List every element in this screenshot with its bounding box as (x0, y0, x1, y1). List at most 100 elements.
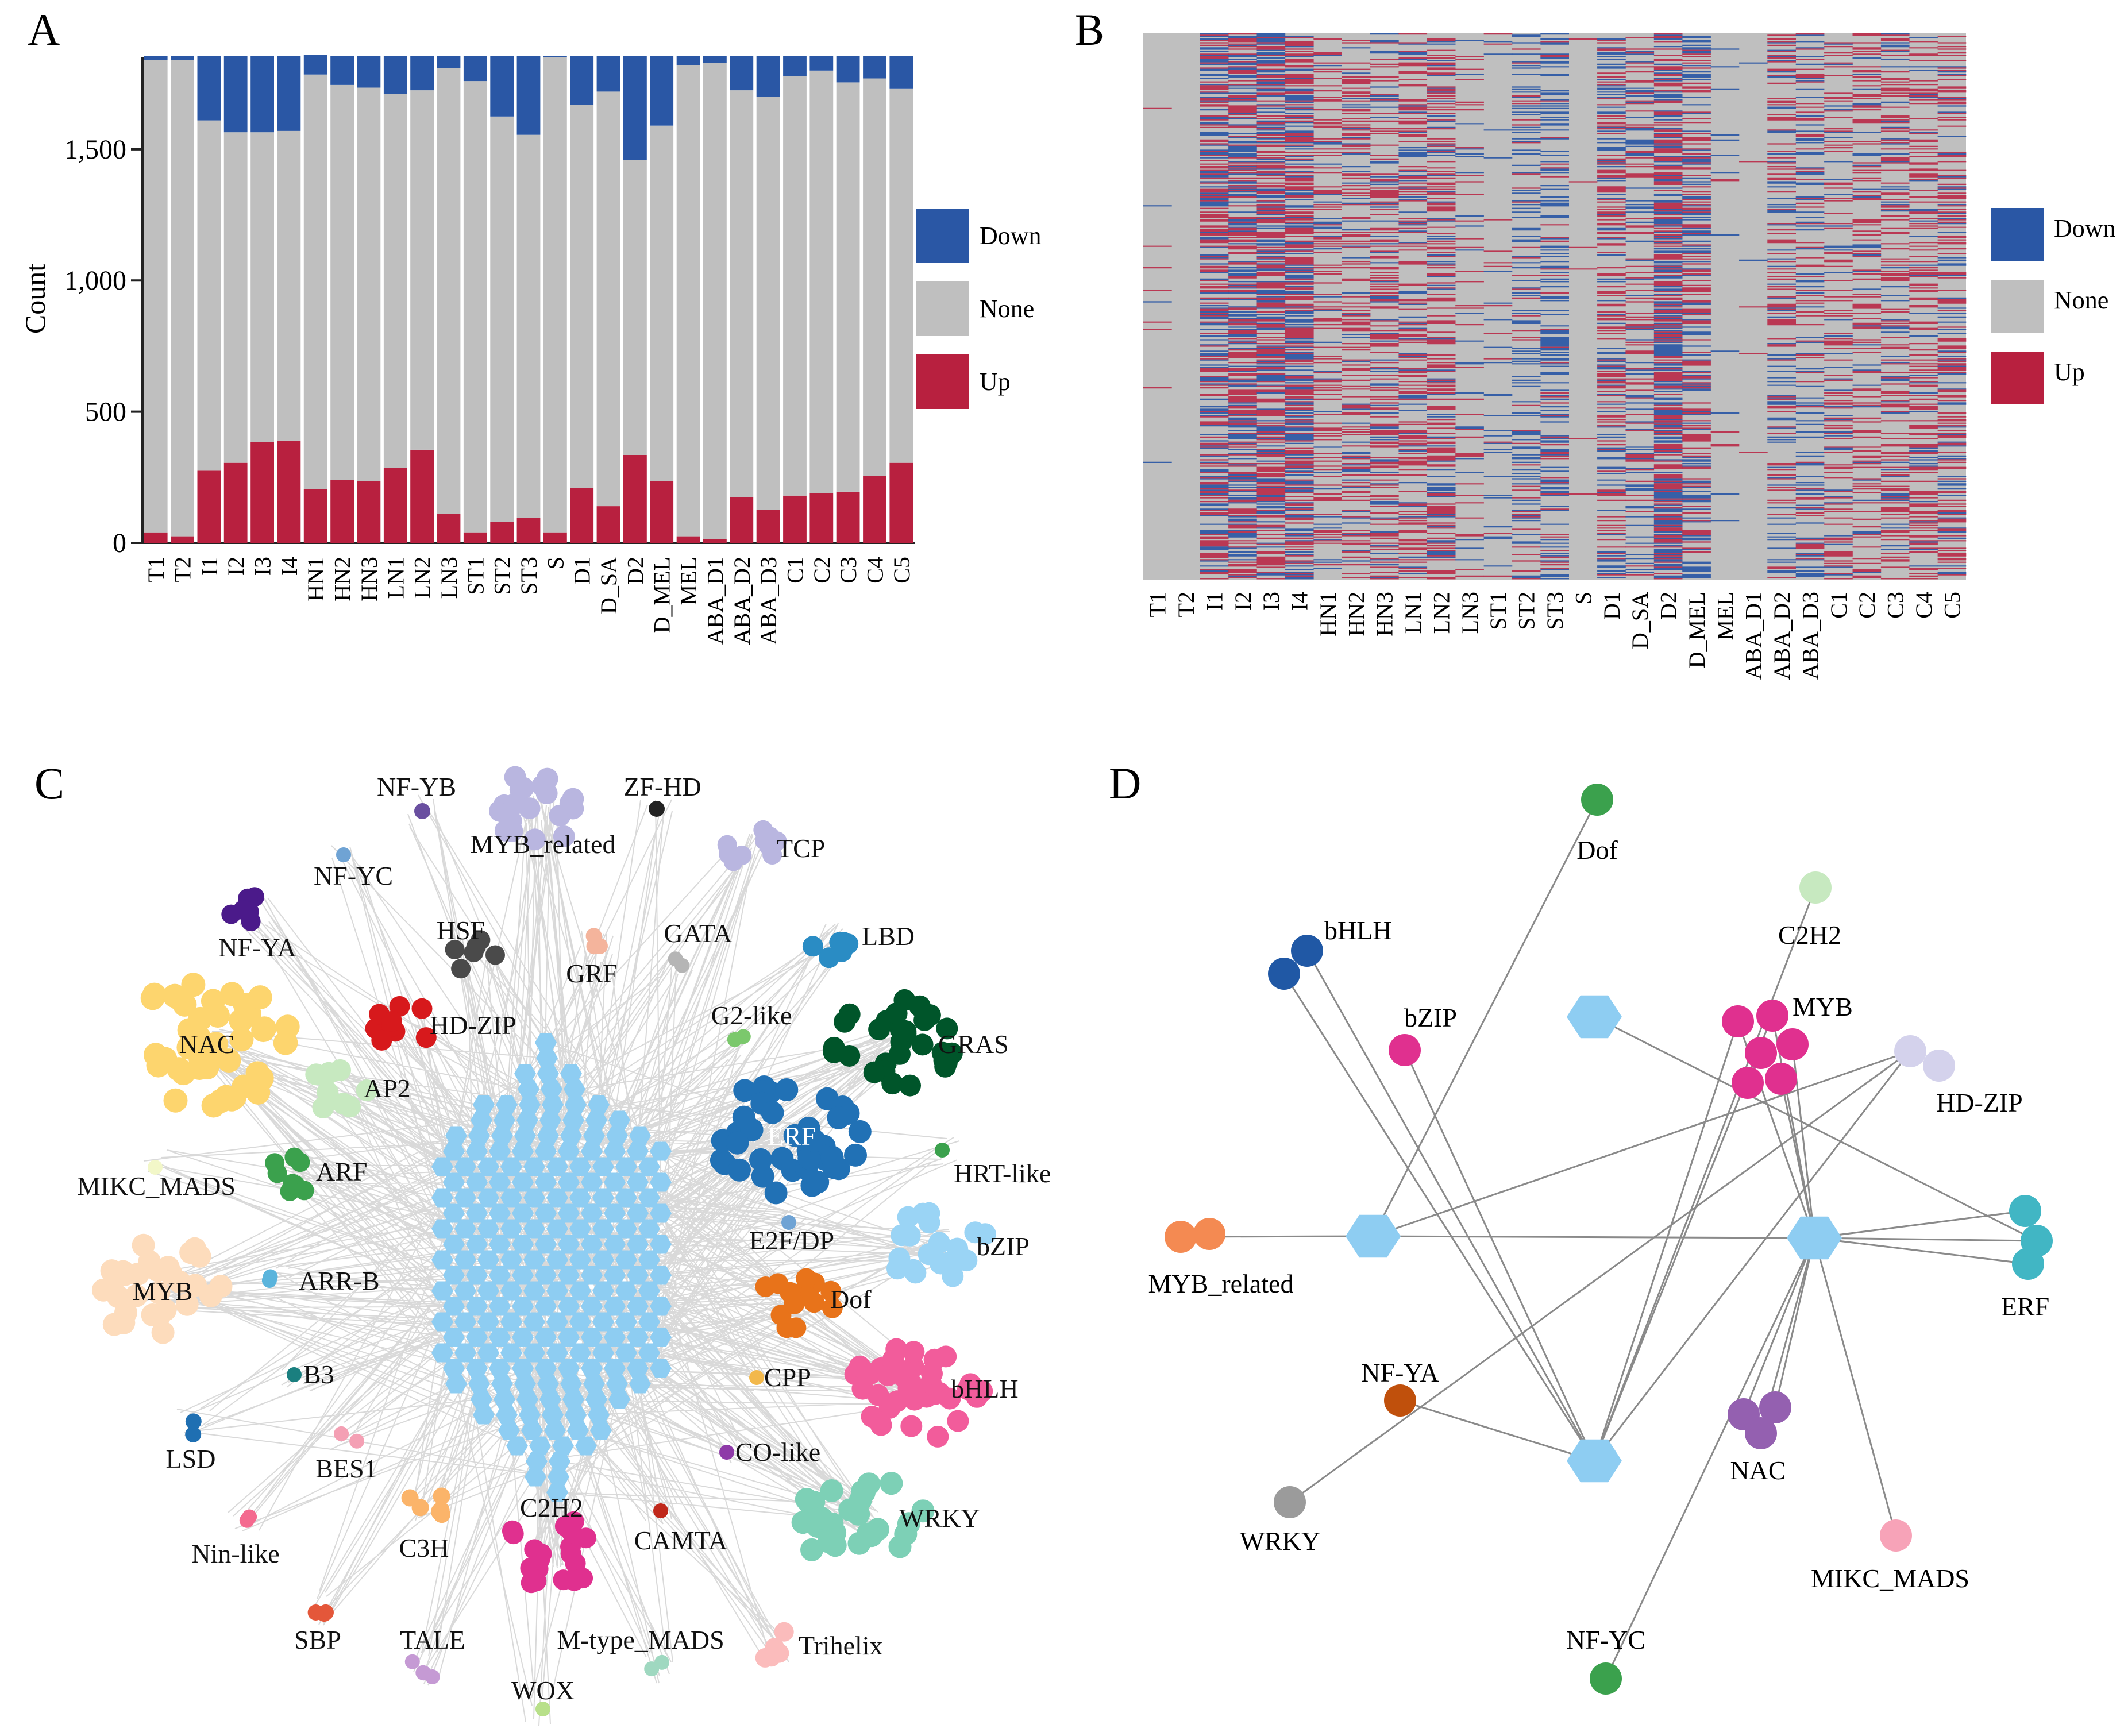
family-myb: MYB (91, 1233, 233, 1344)
hub-node (519, 1405, 541, 1425)
hub-node (575, 1436, 597, 1456)
family-label: M-type_MADS (557, 1625, 724, 1654)
hub-node (604, 1266, 626, 1285)
family-hrt-like: HRT-like (935, 1143, 1051, 1188)
family-label: bHLH (951, 1374, 1019, 1403)
bar-none-c3 (836, 82, 860, 492)
hub-node (473, 1405, 495, 1425)
family-label: ERF (2001, 1292, 2049, 1321)
bar-down-c1 (783, 56, 807, 76)
family-label: WRKY (1240, 1526, 1321, 1556)
family-node (877, 1364, 899, 1387)
x-tick-label: ABA_D3 (755, 557, 781, 645)
family-node (820, 1280, 842, 1302)
family-node (719, 1445, 734, 1460)
family-node (318, 1062, 340, 1084)
family-node (911, 1499, 935, 1523)
family-node (775, 1078, 799, 1101)
bar-down-c3 (836, 56, 860, 83)
x-tick-label: I4 (276, 557, 302, 576)
family-node (334, 1426, 349, 1441)
family-label: WOX (511, 1676, 575, 1705)
family-label: C2H2 (520, 1493, 583, 1522)
heatmap-up-cells-aba-d1 (1739, 161, 1768, 453)
x-tick-label: C5 (889, 557, 915, 584)
hub-node (525, 1467, 546, 1487)
hub-node (512, 1266, 534, 1285)
family-label: bZIP (1404, 1003, 1457, 1032)
family-node (526, 1571, 547, 1592)
hub-node (512, 1172, 534, 1192)
hub-node (494, 1390, 515, 1409)
bar-none-mel (676, 65, 700, 537)
family-node (167, 1057, 191, 1082)
hub-node (526, 1452, 548, 1471)
bar-down-hn2 (330, 56, 354, 85)
family-node (147, 1281, 171, 1305)
family-label: TCP (777, 834, 825, 863)
family-node (880, 1472, 903, 1495)
family-node (918, 1243, 940, 1266)
family-node (1776, 1028, 1809, 1060)
hub-node (650, 1235, 672, 1254)
family-gata: GATA (664, 919, 732, 973)
hub-node (569, 1219, 591, 1239)
family-node (381, 1010, 402, 1032)
bar-up-d-mel (650, 481, 674, 543)
hub-node (562, 1390, 584, 1409)
hub-node (569, 1250, 591, 1270)
family-node (848, 1120, 872, 1143)
family-nf-yb: NF-YB (377, 772, 456, 819)
hub-node (629, 1126, 651, 1145)
hub-node (608, 1390, 630, 1409)
family-node (265, 1153, 285, 1173)
hub-node (638, 1250, 660, 1270)
bar-down-aba-d3 (756, 56, 780, 97)
hub-node (431, 1219, 453, 1239)
family-zf-hd: ZF-HD (623, 772, 701, 817)
family-node (523, 828, 546, 851)
family-sbp: SBP (294, 1604, 341, 1654)
family-label: C3H (399, 1533, 449, 1563)
family-label: Trihelix (799, 1631, 883, 1660)
family-node (142, 982, 167, 1007)
family-node (764, 1181, 788, 1205)
family-label: HD-ZIP (430, 1010, 516, 1040)
family-label: NAC (179, 1029, 234, 1059)
family-node (732, 1105, 755, 1129)
x-tick-label: ST1 (462, 557, 488, 595)
family-node (141, 1303, 164, 1326)
hub-node (529, 1436, 551, 1456)
x-tick-label: D2 (622, 557, 648, 585)
hub-node (466, 1328, 488, 1347)
hub-node (468, 1374, 490, 1394)
bar-up-ln3 (437, 514, 461, 543)
family-node (163, 1088, 188, 1113)
y-tick-label: 0 (113, 528, 126, 558)
hub-node (604, 1141, 626, 1161)
family-node (175, 1293, 199, 1316)
bar-none-i3 (250, 132, 274, 442)
bar-down-aba-d1 (703, 56, 727, 63)
heatmap-x-tick-label: D_SA (1627, 592, 1653, 649)
hub-node (558, 1266, 580, 1285)
hub-node (638, 1343, 660, 1363)
hub-node (489, 1266, 511, 1285)
family-node (151, 1321, 175, 1344)
family-node (536, 767, 558, 790)
family-label: MIKC_MADS (77, 1171, 236, 1201)
family-node (934, 1055, 957, 1078)
family-wrky: WRKY (791, 1472, 980, 1561)
hub-node (523, 1188, 545, 1208)
bar-up-aba-d2 (730, 497, 754, 543)
hub-node (489, 1141, 511, 1161)
hub-node (615, 1157, 637, 1176)
bar-down-d-sa (596, 56, 620, 92)
family-node (806, 1170, 830, 1194)
hub-node (627, 1203, 649, 1223)
hub-node (615, 1250, 637, 1270)
family-label: ARF (316, 1157, 367, 1186)
family-node (896, 1224, 918, 1246)
hub-node (604, 1359, 626, 1378)
family-node (649, 801, 665, 817)
